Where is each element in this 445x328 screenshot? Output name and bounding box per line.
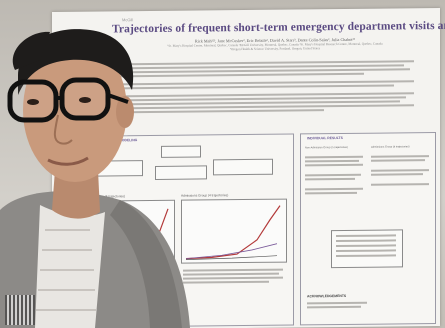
- trajectory-plot: [181, 198, 287, 264]
- person-selfie: [0, 29, 190, 328]
- trajectory-plot-lines: [185, 205, 281, 260]
- results-table: [331, 229, 403, 269]
- right-section: INDIVIDUAL RESULTS Non-Admission Group (…: [300, 132, 436, 326]
- right-section-heading: INDIVIDUAL RESULTS: [307, 135, 343, 141]
- right-group-label: Non-Admission Group (5 trajectories): [305, 145, 348, 150]
- flow-box: [213, 158, 273, 176]
- right-group-label: Admissions Group (4 trajectories): [371, 145, 410, 149]
- qr-code: [5, 295, 35, 325]
- acknowledgements-heading: ACKNOWLEDGEMENTS: [307, 293, 347, 299]
